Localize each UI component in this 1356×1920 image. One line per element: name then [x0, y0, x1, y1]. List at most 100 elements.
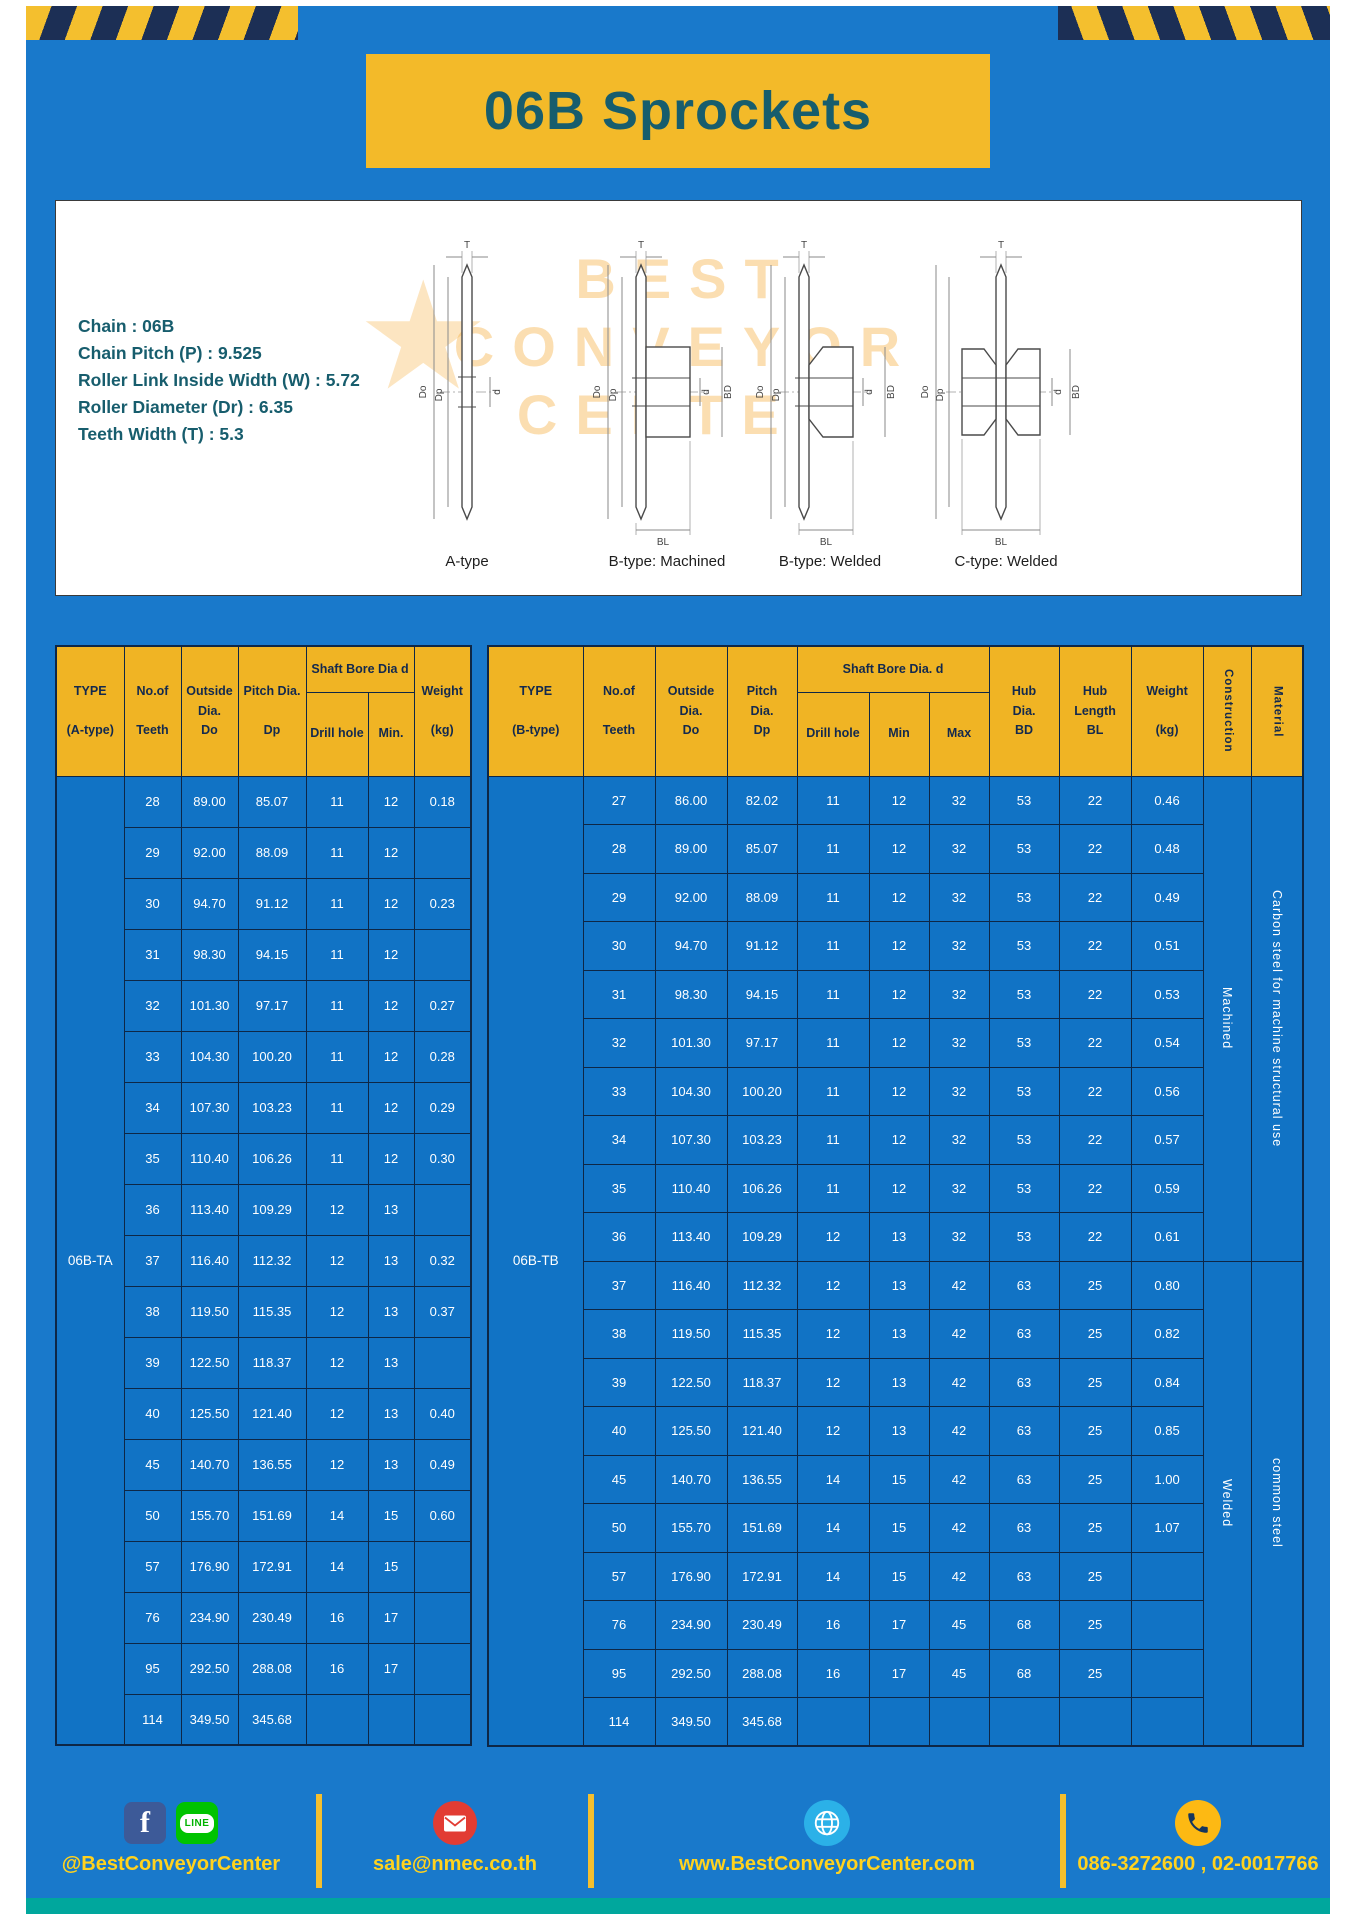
footer-phone-section: 086-3272600 , 02-0017766	[1066, 1794, 1330, 1894]
data-cell: 115.35	[726, 1309, 798, 1359]
material-cell: common steel	[1250, 1260, 1304, 1747]
data-cell: 103.23	[237, 1081, 307, 1134]
data-cell: 53	[988, 1115, 1060, 1165]
col-header-pitch-dia: Pitch Dia. Dp	[726, 645, 798, 777]
diagram-panel: ★ BEST CONVEYOR CENTER Chain : 06B Chain…	[55, 200, 1302, 596]
table-row: 30 94.70 91.12 11 12 32 53 22 0.51	[488, 921, 1303, 971]
table-row: 40 125.50 121.40 12 13 0.40	[56, 1387, 472, 1440]
footer-social-handle[interactable]: @BestConveyorCenter	[61, 1853, 281, 1875]
data-cell: 42	[928, 1454, 990, 1504]
data-cell: 12	[796, 1406, 870, 1456]
construction-cell: Machined	[1202, 775, 1252, 1262]
phone-icon[interactable]	[1175, 1800, 1221, 1846]
data-cell: 94.15	[726, 969, 798, 1019]
data-cell	[413, 826, 472, 879]
svg-text:d: d	[492, 389, 503, 395]
data-cell: 349.50	[654, 1697, 728, 1747]
data-cell: 32	[123, 979, 182, 1032]
data-cell: 14	[796, 1503, 870, 1553]
data-cell: 11	[796, 1115, 870, 1165]
data-cell: 36	[582, 1212, 656, 1262]
data-cell: 176.90	[654, 1551, 728, 1601]
data-cell: 114	[582, 1697, 656, 1747]
data-cell: 110.40	[654, 1163, 728, 1213]
svg-text:T: T	[801, 240, 807, 251]
data-cell: 136.55	[726, 1454, 798, 1504]
data-cell: 88.09	[726, 872, 798, 922]
data-cell: 12	[367, 1030, 415, 1083]
table-row: 38 119.50 115.35 12 13 0.37	[56, 1285, 472, 1338]
data-cell: 114	[123, 1693, 182, 1746]
data-cell	[413, 1693, 472, 1746]
data-cell: 0.40	[413, 1387, 472, 1440]
table-row: 76 234.90 230.49 16 17	[56, 1591, 472, 1644]
data-cell: 12	[868, 775, 930, 825]
data-cell: 118.37	[237, 1336, 307, 1389]
table-row: 32 101.30 97.17 11 12 32 53 22 0.54	[488, 1018, 1303, 1068]
data-cell: 22	[1058, 1115, 1132, 1165]
col-header-type: TYPE (A-type)	[55, 645, 125, 777]
table-row: 39 122.50 118.37 12 13	[56, 1336, 472, 1389]
data-cell: 15	[868, 1551, 930, 1601]
data-cell: 16	[796, 1648, 870, 1698]
data-cell: 53	[988, 969, 1060, 1019]
table-b-body: 06B-TB 27 86.00 82.02 11 12 32 53 22 0.46 Machined…	[487, 775, 1304, 1747]
data-cell: 0.61	[1130, 1212, 1204, 1262]
diagram-caption-b-machined: B-type: Machined	[608, 553, 726, 570]
data-cell: 63	[988, 1309, 1060, 1359]
data-cell: 31	[582, 969, 656, 1019]
data-cell: 12	[367, 1081, 415, 1134]
data-cell: 155.70	[180, 1489, 239, 1542]
data-cell: 12	[796, 1357, 870, 1407]
col-header-teeth: No.of Teeth	[123, 645, 182, 777]
data-cell: 17	[367, 1591, 415, 1644]
col-header-min: Min	[868, 691, 930, 777]
globe-icon[interactable]	[804, 1800, 850, 1846]
footer-email[interactable]: sale@nmec.co.th	[372, 1853, 537, 1875]
diagram-caption-a-type: A-type	[445, 553, 489, 570]
table-row: 35 110.40 106.26 11 12 32 53 22 0.59	[488, 1163, 1303, 1213]
email-icon[interactable]	[433, 1801, 477, 1845]
svg-text:Dp: Dp	[434, 388, 445, 401]
data-cell: 13	[367, 1336, 415, 1389]
data-cell: 95	[123, 1642, 182, 1695]
data-cell: 30	[582, 921, 656, 971]
table-row: 28 89.00 85.07 11 12 32 53 22 0.48	[488, 824, 1303, 874]
data-cell: 349.50	[180, 1693, 239, 1746]
line-icon[interactable]: LINE	[176, 1802, 218, 1844]
svg-text:BD: BD	[723, 385, 734, 399]
data-cell: 234.90	[180, 1591, 239, 1644]
col-header-construction: Construction	[1202, 645, 1252, 777]
footer-social-section: f LINE @BestConveyorCenter	[26, 1794, 316, 1894]
data-cell: 22	[1058, 1163, 1132, 1213]
data-cell: 113.40	[654, 1212, 728, 1262]
data-cell: 25	[1058, 1406, 1132, 1456]
data-cell: 53	[988, 1163, 1060, 1213]
table-a-header: TYPE (A-type) No.of Teeth Outside Dia. D…	[55, 645, 472, 777]
diagram-caption-c-welded: C-type: Welded	[954, 553, 1058, 570]
footer-phone[interactable]: 086-3272600 , 02-0017766	[1077, 1853, 1319, 1875]
data-cell: 45	[582, 1454, 656, 1504]
data-cell: 11	[796, 1018, 870, 1068]
table-row: 29 92.00 88.09 11 12 32 53 22 0.49	[488, 872, 1303, 922]
data-cell: 15	[367, 1540, 415, 1593]
data-cell	[796, 1697, 870, 1747]
data-cell: 0.27	[413, 979, 472, 1032]
data-cell: 0.46	[1130, 775, 1204, 825]
data-cell: 31	[123, 928, 182, 981]
page-canvas: 06B Sprockets ★ BEST CONVEYOR CENTER Cha…	[26, 6, 1330, 1914]
chain-specs: Chain : 06B Chain Pitch (P) : 9.525 Roll…	[78, 313, 360, 448]
data-cell: 0.28	[413, 1030, 472, 1083]
data-cell: 25	[1058, 1260, 1132, 1310]
data-cell: 1.00	[1130, 1454, 1204, 1504]
data-cell: 68	[988, 1600, 1060, 1650]
data-cell: 155.70	[654, 1503, 728, 1553]
data-cell: 288.08	[726, 1648, 798, 1698]
svg-text:d: d	[864, 389, 875, 395]
facebook-icon[interactable]: f	[124, 1802, 166, 1844]
footer-website[interactable]: www.BestConveyorCenter.com	[678, 1853, 975, 1875]
svg-text:Do: Do	[920, 385, 931, 398]
data-cell: 12	[868, 921, 930, 971]
data-cell: 12	[305, 1387, 369, 1440]
data-cell: 22	[1058, 775, 1132, 825]
